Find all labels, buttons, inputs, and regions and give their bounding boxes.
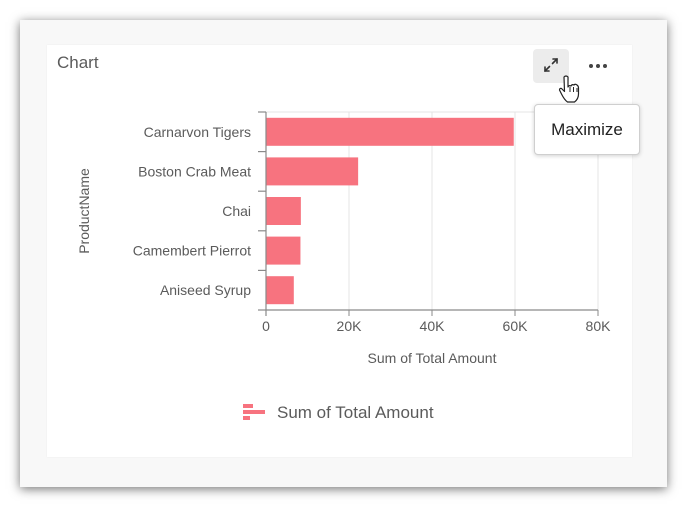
legend-label: Sum of Total Amount (277, 403, 434, 422)
more-horizontal-icon (589, 64, 607, 68)
value-axis-labels: 0 20K 40K 60K 80K (262, 318, 611, 334)
legend[interactable]: Sum of Total Amount (243, 403, 434, 422)
bar[interactable] (266, 117, 514, 146)
category-label: Carnarvon Tigers (144, 124, 251, 140)
category-label: Aniseed Syrup (160, 282, 251, 298)
x-tick-label: 40K (420, 318, 446, 334)
category-label: Boston Crab Meat (138, 163, 251, 179)
x-tick-label: 60K (503, 318, 529, 334)
x-axis-title: Sum of Total Amount (368, 350, 497, 366)
x-tick-label: 80K (586, 318, 612, 334)
category-axis-labels: Carnarvon Tigers Boston Crab Meat Chai Came… (133, 124, 251, 298)
maximize-button[interactable] (533, 49, 569, 83)
maximize-icon (544, 58, 558, 72)
more-options-button[interactable] (580, 49, 616, 83)
x-tick-label: 0 (262, 318, 270, 334)
chart-axes (258, 111, 599, 316)
maximize-tooltip: Maximize (534, 104, 640, 155)
bar[interactable] (266, 197, 301, 225)
chart-bars (266, 117, 514, 305)
category-label: Camembert Pierrot (133, 243, 251, 259)
bar[interactable] (266, 236, 301, 265)
bar[interactable] (266, 276, 294, 305)
hand-pointer-cursor-icon (558, 75, 580, 103)
category-label: Chai (222, 203, 251, 219)
y-axis-title: ProductName (76, 168, 92, 254)
legend-bar-icon (243, 404, 265, 420)
x-tick-label: 20K (337, 318, 363, 334)
card-title: Chart (57, 53, 99, 72)
bar[interactable] (266, 157, 359, 186)
